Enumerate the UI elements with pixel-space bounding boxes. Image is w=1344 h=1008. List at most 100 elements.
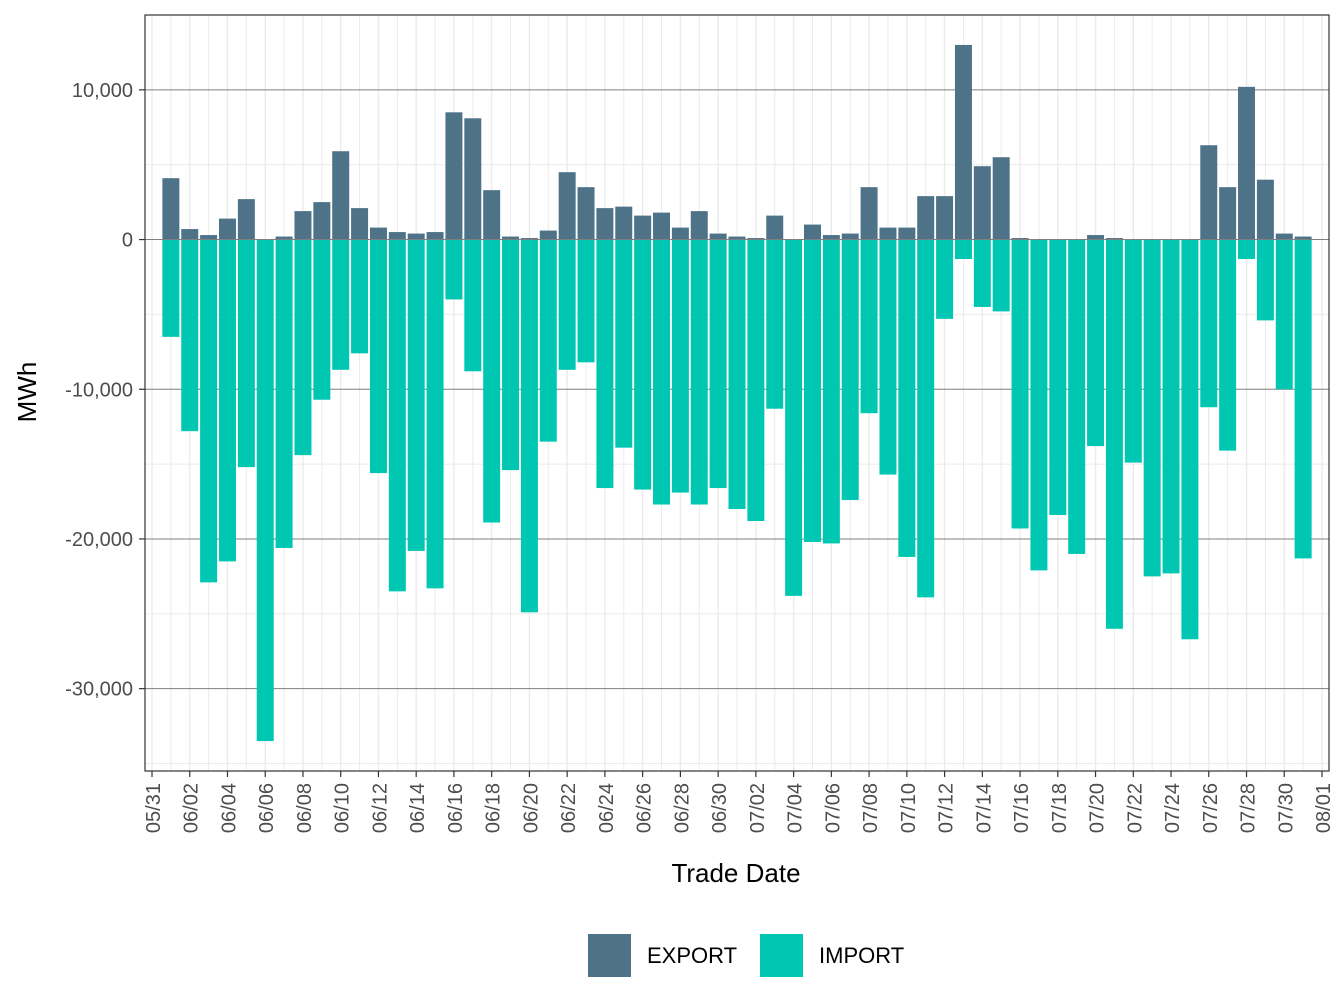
import-bar: [577, 239, 595, 363]
export-bar: [709, 233, 727, 240]
export-bar: [1011, 238, 1029, 240]
export-bar: [162, 178, 180, 240]
x-tick-label: 07/22: [1124, 783, 1146, 833]
import-bar: [369, 239, 387, 474]
import-bar: [162, 239, 180, 337]
import-bar: [690, 239, 708, 505]
export-bar: [1256, 179, 1274, 240]
import-bar: [671, 239, 689, 493]
export-bar: [879, 227, 897, 240]
import-bar: [841, 239, 859, 501]
export-bar: [426, 232, 444, 240]
export-bar: [1087, 235, 1105, 240]
export-bar: [747, 238, 765, 240]
import-bar: [973, 239, 991, 307]
legend-label-import: IMPORT: [819, 943, 904, 968]
export-bar: [483, 190, 501, 240]
import-bar: [1087, 239, 1105, 447]
import-bar: [294, 239, 312, 456]
export-bar: [313, 202, 331, 240]
export-bar: [577, 187, 595, 240]
export-bar: [954, 44, 972, 240]
x-tick-label: 06/28: [671, 783, 693, 833]
export-bar: [992, 157, 1010, 240]
import-bars: [145, 239, 1329, 742]
x-tick-label: 07/26: [1200, 783, 1222, 833]
x-tick-label: 05/31: [143, 783, 165, 833]
legend-key-import: [760, 934, 803, 977]
import-bar: [898, 239, 916, 557]
import-bar: [200, 239, 218, 583]
import-bar: [615, 239, 633, 448]
export-bar: [766, 215, 784, 240]
export-bar: [596, 208, 614, 240]
x-tick-label: 06/24: [596, 783, 618, 833]
export-bars: [162, 44, 1312, 240]
export-bar: [822, 235, 840, 240]
export-bar: [1275, 233, 1293, 240]
x-tick-label: 06/20: [520, 783, 542, 833]
x-tick-label: 07/06: [822, 783, 844, 833]
import-bar: [634, 239, 652, 490]
export-bar: [275, 236, 293, 240]
import-bar: [747, 239, 765, 521]
import-bar: [917, 239, 935, 598]
import-bar: [332, 239, 350, 370]
export-bar: [1200, 145, 1218, 240]
export-bar: [464, 118, 482, 240]
export-bar: [407, 233, 425, 240]
export-bar: [917, 196, 935, 240]
x-tick-label: 07/02: [747, 783, 769, 833]
import-bar: [539, 239, 557, 442]
export-bar: [860, 187, 878, 240]
x-tick-label: 07/14: [973, 783, 995, 833]
import-bar: [653, 239, 671, 505]
import-bar: [1256, 239, 1274, 321]
export-bar: [1105, 238, 1123, 240]
y-tick-label: -10,000: [65, 379, 133, 401]
import-bar: [1238, 239, 1256, 260]
import-bar: [181, 239, 199, 432]
export-bar: [671, 227, 689, 240]
import-bar: [237, 239, 255, 468]
import-bar: [1049, 239, 1067, 516]
x-axis-title: Trade Date: [671, 858, 800, 888]
x-tick-label: 07/04: [785, 783, 807, 833]
import-bar: [464, 239, 482, 372]
import-bar: [313, 239, 331, 400]
y-axis-title: MWh: [12, 362, 42, 423]
legend-key-export: [588, 934, 631, 977]
import-bar: [992, 239, 1010, 312]
export-bar: [841, 233, 859, 240]
import-bar: [803, 239, 821, 542]
x-tick-label: 07/16: [1011, 783, 1033, 833]
import-bar: [709, 239, 727, 489]
import-bar: [1124, 239, 1142, 463]
import-bar: [256, 239, 274, 742]
x-tick-label: 06/30: [709, 783, 731, 833]
export-bar: [294, 211, 312, 240]
export-bar: [369, 227, 387, 240]
import-bar: [860, 239, 878, 414]
export-bar: [502, 236, 520, 240]
x-tick-label: 06/02: [181, 783, 203, 833]
plot-panel-border: [144, 14, 1330, 772]
import-bar: [445, 239, 463, 300]
import-bar: [502, 239, 520, 471]
export-bar: [653, 212, 671, 240]
y-tick-label: 10,000: [72, 80, 133, 102]
y-tick-label: 0: [122, 230, 133, 252]
export-bar: [803, 224, 821, 240]
export-bar: [936, 196, 954, 240]
import-bar: [822, 239, 840, 544]
import-bar: [954, 239, 972, 260]
import-bar: [785, 239, 803, 596]
legend: EXPORT IMPORT: [588, 934, 904, 977]
import-bar: [520, 239, 538, 613]
x-tick-label: 07/28: [1238, 783, 1260, 833]
y-tick-label: -20,000: [65, 529, 133, 551]
x-tick-label: 07/10: [898, 783, 920, 833]
x-tick-label: 06/08: [294, 783, 316, 833]
import-bar: [483, 239, 501, 523]
x-tick-label: 08/01: [1313, 783, 1335, 833]
